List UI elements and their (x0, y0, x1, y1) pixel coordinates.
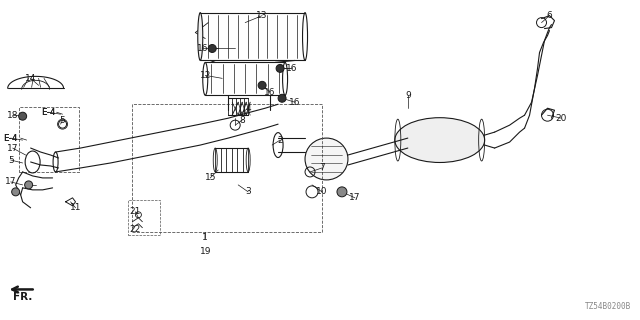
Text: 4: 4 (245, 104, 251, 113)
Text: 11: 11 (70, 203, 81, 212)
Text: 16: 16 (286, 64, 298, 73)
Text: 22: 22 (130, 225, 141, 234)
Ellipse shape (276, 64, 284, 72)
Text: 16: 16 (196, 44, 208, 53)
Ellipse shape (395, 118, 484, 163)
Text: 15: 15 (205, 173, 216, 182)
Text: FR.: FR. (13, 292, 33, 302)
Text: 3: 3 (245, 188, 251, 196)
Ellipse shape (12, 188, 20, 196)
Ellipse shape (258, 81, 266, 89)
Text: E-4: E-4 (3, 133, 18, 143)
Bar (19, 107, 79, 172)
Text: 12: 12 (200, 71, 211, 80)
Ellipse shape (305, 138, 348, 180)
Text: 8: 8 (239, 116, 245, 125)
Text: 21: 21 (130, 207, 141, 216)
Text: 10: 10 (316, 188, 328, 196)
Bar (132, 104, 322, 232)
Text: 5: 5 (8, 156, 13, 164)
Text: 20: 20 (556, 114, 567, 123)
Text: 1: 1 (202, 233, 208, 242)
Text: 13: 13 (257, 11, 268, 20)
Text: E-4: E-4 (42, 108, 56, 117)
Text: 5: 5 (60, 116, 65, 125)
Ellipse shape (19, 112, 27, 120)
Ellipse shape (278, 94, 286, 102)
Text: 18: 18 (7, 111, 19, 120)
Ellipse shape (337, 187, 347, 197)
Text: 14: 14 (25, 74, 36, 83)
Text: 17: 17 (7, 144, 19, 153)
Text: 19: 19 (200, 247, 211, 256)
Text: 16: 16 (264, 88, 276, 97)
Ellipse shape (25, 181, 33, 189)
Text: TZ54B0200B: TZ54B0200B (585, 302, 631, 311)
Text: 17: 17 (5, 177, 17, 187)
Text: 17: 17 (349, 193, 361, 202)
Text: E-4: E-4 (42, 108, 56, 117)
Text: 6: 6 (547, 11, 552, 20)
Ellipse shape (198, 13, 203, 60)
Text: 2: 2 (277, 136, 283, 145)
Text: 9: 9 (405, 91, 411, 100)
Ellipse shape (208, 44, 216, 52)
Text: 7: 7 (319, 164, 325, 172)
Bar (129, 200, 161, 235)
Text: E-4: E-4 (3, 133, 18, 143)
Text: 16: 16 (289, 98, 301, 107)
